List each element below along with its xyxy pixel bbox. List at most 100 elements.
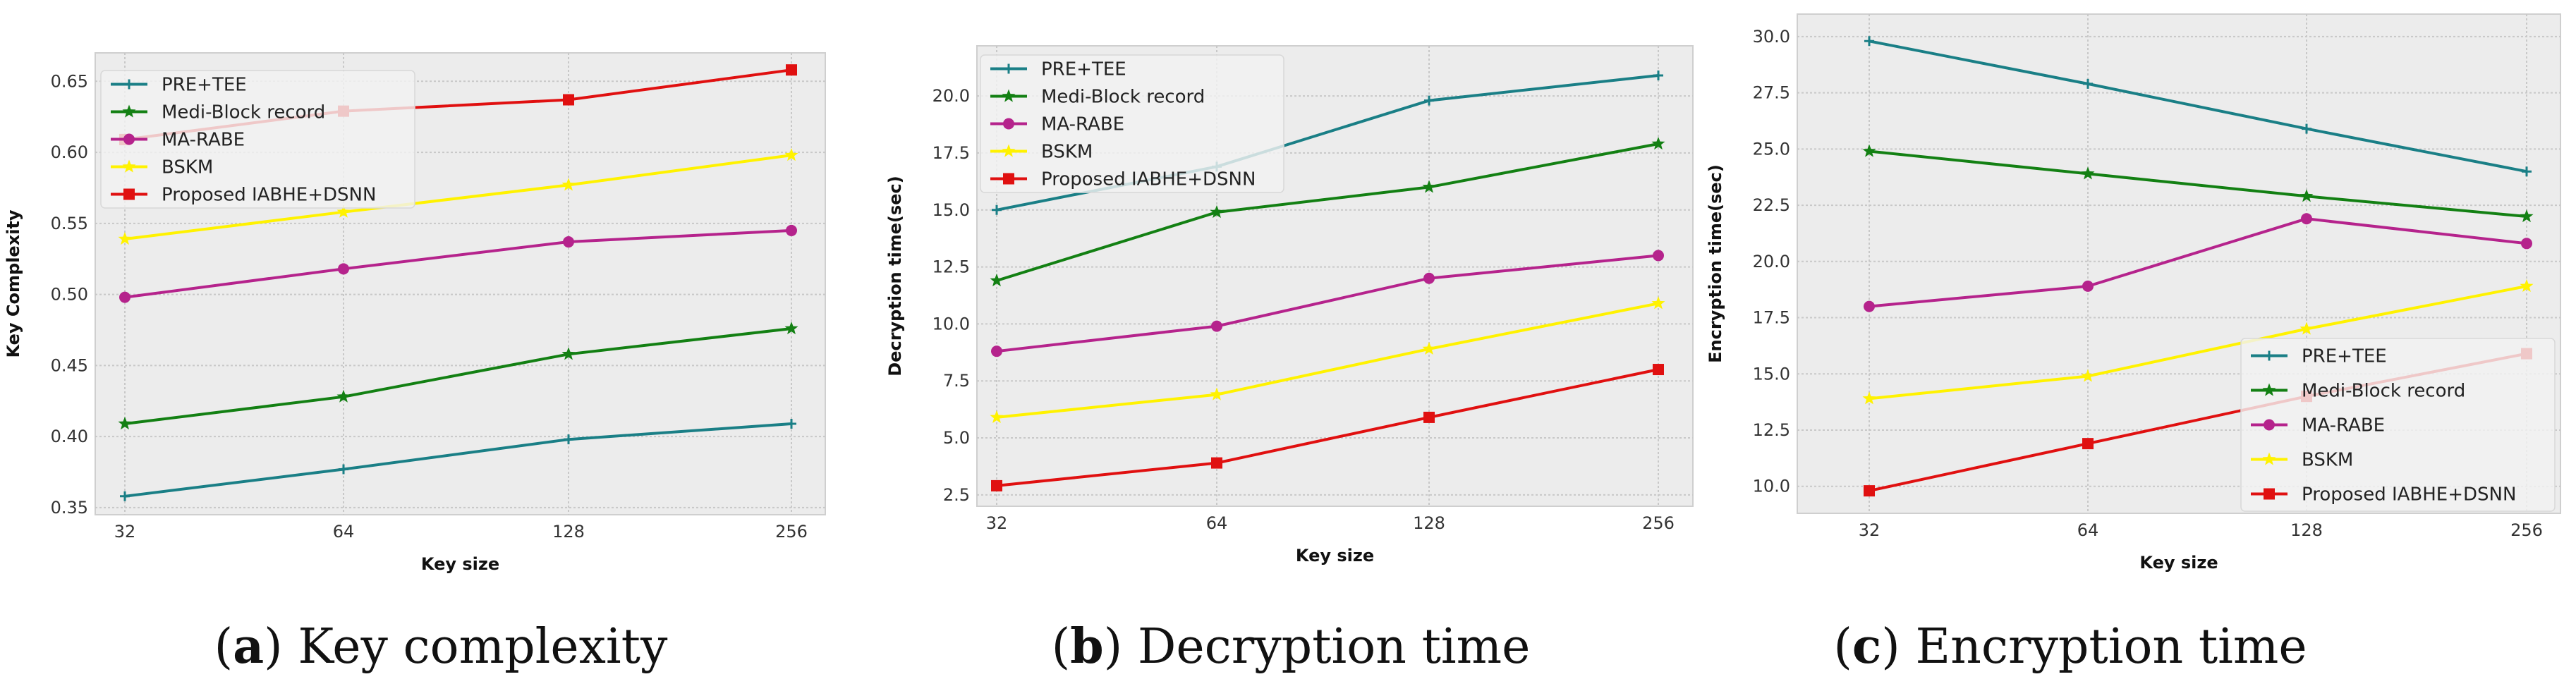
data-point (1653, 71, 1663, 81)
data-point (1423, 272, 1435, 284)
legend-label: Proposed IABHE+DSNN (162, 185, 376, 206)
legend-marker (2262, 383, 2276, 396)
caption-paren: ( (1833, 619, 1852, 675)
data-point (2299, 189, 2314, 202)
legend-marker (2264, 488, 2275, 500)
data-point (118, 417, 132, 430)
y-tick-label: 12.5 (1753, 420, 1790, 440)
data-point (1210, 205, 1224, 219)
series-proposed-iabhe-dsnn (991, 364, 1664, 491)
caption-text: Decryption time (1138, 619, 1531, 675)
data-point (1422, 180, 1436, 193)
y-axis-label: Key Complexity (4, 209, 23, 357)
chart-panel-b: 2.5 5.0 7.5 10.0 12.5 15.0 17.5 20.0 32 64 128 256 K… (885, 45, 1694, 675)
series-medi-block-record (990, 137, 1665, 287)
legend-label: MA-RABE (1041, 114, 1124, 135)
data-point (786, 224, 797, 236)
legend-marker (123, 188, 135, 200)
caption-paren: ) (264, 619, 298, 675)
legend: PRE+TEE Medi-Block record MA-RABE BSKM Propo… (100, 70, 415, 209)
x-tick-label: 128 (552, 522, 585, 542)
legend-box (100, 70, 415, 209)
series-line (124, 422, 792, 498)
panel-caption: (a) Key complexity (214, 618, 668, 675)
data-point (1651, 296, 1665, 310)
x-tick-label: 256 (1642, 513, 1675, 533)
series-medi-block-record (1862, 144, 2534, 223)
y-tick-label: 0.40 (51, 427, 88, 446)
data-point (339, 464, 348, 475)
x-tick-label: 64 (1206, 513, 1228, 533)
caption-letter: a (233, 618, 264, 675)
x-axis-label: Key size (1296, 546, 1374, 565)
data-point (1653, 250, 1664, 262)
series-line (124, 154, 792, 240)
series-ma-rabe (1864, 213, 2532, 312)
series-line (124, 228, 792, 299)
data-point (2522, 166, 2532, 177)
data-point (1864, 300, 1875, 312)
data-point (2302, 123, 2311, 134)
panel-caption: (b) Decryption time (1052, 618, 1531, 675)
legend-label: Proposed IABHE+DSNN (1041, 169, 1256, 190)
y-tick-label: 0.55 (51, 214, 88, 233)
data-point (2083, 78, 2093, 89)
y-tick-label: 5.0 (943, 428, 970, 448)
y-tick-label: 0.45 (51, 355, 88, 375)
y-tick-label: 12.5 (932, 257, 970, 277)
y-tick-label: 2.5 (943, 485, 970, 505)
legend-marker (2264, 350, 2274, 361)
data-point (2081, 166, 2095, 180)
x-tick-label: 32 (1859, 520, 1881, 540)
data-point (563, 94, 574, 106)
data-point (561, 347, 576, 360)
legend-label: MA-RABE (2302, 415, 2385, 436)
legend-label: MA-RABE (162, 130, 245, 151)
data-point (990, 274, 1004, 287)
data-point (991, 346, 1002, 357)
legend-marker (1002, 89, 1016, 102)
series-line (996, 142, 1659, 282)
data-point (991, 479, 1002, 491)
data-point (786, 419, 796, 429)
y-tick-label: 20.0 (1753, 252, 1790, 271)
data-point (1422, 341, 1436, 355)
data-point (786, 64, 797, 76)
data-point (2520, 209, 2534, 223)
legend-label: Medi-Block record (162, 102, 325, 123)
data-point (2081, 369, 2095, 382)
data-point (1864, 485, 1875, 497)
data-point (1651, 137, 1665, 150)
legend-box (2240, 338, 2556, 512)
legend-marker (1003, 118, 1014, 130)
series-line (124, 327, 792, 425)
legend-marker (123, 133, 135, 145)
x-tick-label: 256 (2510, 520, 2543, 540)
data-point (338, 263, 349, 275)
legend-label: Medi-Block record (2302, 381, 2465, 402)
data-point (1423, 411, 1435, 423)
legend-marker (1004, 63, 1014, 74)
data-point (1211, 320, 1222, 332)
y-tick-label: 0.60 (51, 142, 88, 162)
legend: PRE+TEE Medi-Block record MA-RABE BSKM Propo… (2240, 338, 2556, 512)
legend-label: PRE+TEE (162, 75, 247, 96)
x-tick-label: 64 (2077, 520, 2099, 540)
series-line (996, 254, 1659, 353)
data-point (563, 236, 574, 248)
y-tick-label: 0.65 (51, 71, 88, 91)
series-ma-rabe (119, 224, 797, 303)
x-tick-label: 128 (2290, 520, 2323, 540)
legend-label: Medi-Block record (1041, 87, 1205, 108)
x-axis-label: Key size (2139, 553, 2218, 573)
series-ma-rabe (991, 250, 1664, 357)
x-tick-label: 256 (775, 522, 808, 542)
series-bskm (1862, 279, 2534, 405)
series-line (1869, 284, 2527, 400)
y-tick-label: 22.5 (1753, 195, 1790, 215)
x-tick-label: 128 (1413, 513, 1445, 533)
panel-caption: (c) Encryption time (1833, 618, 2307, 675)
caption-paren: ( (214, 619, 233, 675)
caption-paren: ) (1881, 619, 1915, 675)
series-line (1869, 217, 2527, 308)
